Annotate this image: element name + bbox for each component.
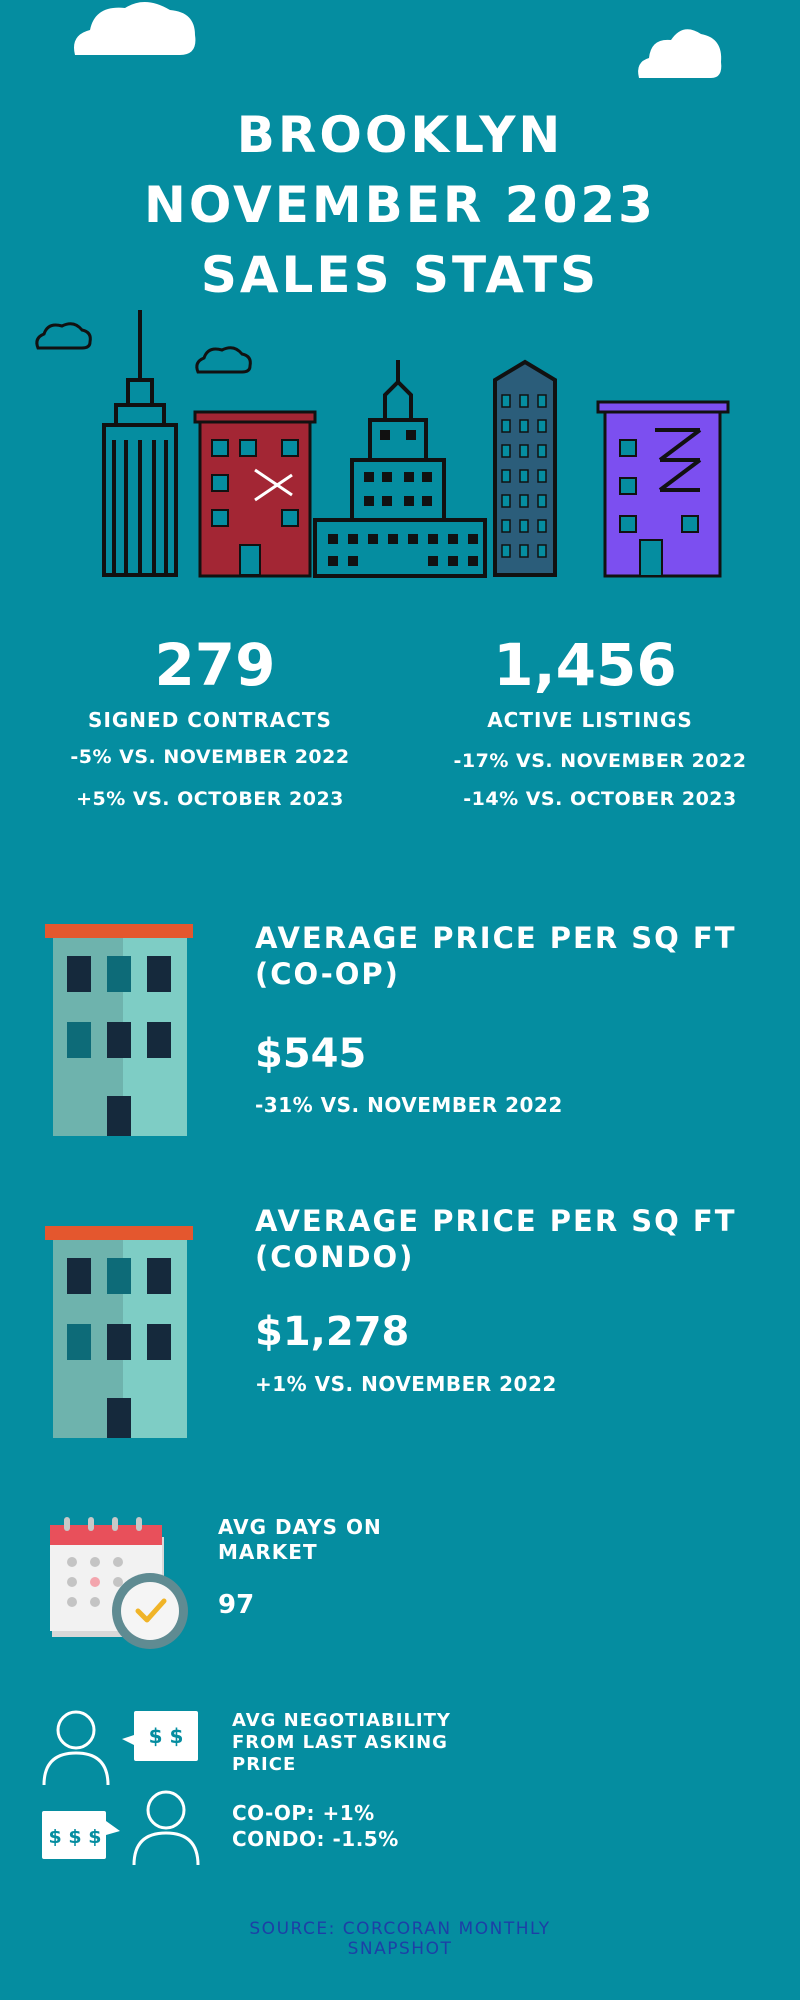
- page-title-line-3: SALES STATS: [200, 246, 600, 304]
- negotiability-coop: CO-OP: +1%: [232, 1801, 375, 1825]
- dollar-bubble-bottom: $ $ $: [48, 1826, 102, 1848]
- price-negotiation-icon: [42, 1710, 200, 1866]
- page-title-line-1: BROOKLYN: [236, 106, 564, 164]
- outline-cloud-icon: [35, 322, 92, 350]
- days-on-market-title-line-1: AVG DAYS ON: [218, 1515, 382, 1539]
- source-line-1: SOURCE: CORCORAN MONTHLY: [249, 1919, 551, 1939]
- signed-contracts-vs-last-month: +5% VS. OCTOBER 2023: [76, 788, 344, 810]
- source-line-2: SNAPSHOT: [347, 1939, 453, 1959]
- outline-cloud-icon: [195, 346, 252, 374]
- signed-contracts-vs-last-year: -5% VS. NOVEMBER 2022: [70, 746, 350, 768]
- condo-price-value: $1,278: [255, 1309, 410, 1355]
- red-apartment-building: [193, 410, 317, 578]
- coop-price-value: $545: [255, 1031, 367, 1077]
- negotiability-title-line-2: FROM LAST ASKING: [232, 1732, 448, 1753]
- signed-contracts-label: SIGNED CONTRACTS: [88, 708, 332, 732]
- coop-price-title-line-1: AVERAGE PRICE PER SQ FT: [255, 921, 737, 955]
- calendar-clock-icon: [50, 1517, 188, 1649]
- active-listings-value: 1,456: [493, 631, 677, 699]
- active-listings-vs-last-month: -14% VS. OCTOBER 2023: [463, 788, 737, 810]
- days-on-market-value: 97: [218, 1590, 255, 1620]
- negotiability-condo: CONDO: -1.5%: [232, 1827, 399, 1851]
- purple-apartment-building: [596, 400, 730, 578]
- cloud-icon: [638, 29, 722, 78]
- coop-price-change: -31% VS. NOVEMBER 2022: [255, 1093, 563, 1117]
- flatiron-building: [493, 359, 557, 577]
- condo-price-title-line-1: AVERAGE PRICE PER SQ FT: [255, 1204, 737, 1238]
- brooklyn-skyline-illustration: [35, 310, 730, 578]
- condo-price-title-line-2: (CONDO): [255, 1240, 415, 1274]
- page-title-line-2: NOVEMBER 2023: [144, 176, 656, 234]
- active-listings-label: ACTIVE LISTINGS: [487, 708, 693, 732]
- days-on-market-title-line-2: MARKET: [218, 1540, 318, 1564]
- teal-art-deco-building: [313, 360, 487, 578]
- empire-state-tower: [102, 310, 178, 577]
- dollar-bubble-top: $ $: [148, 1724, 184, 1748]
- condo-price-change: +1% VS. NOVEMBER 2022: [255, 1372, 557, 1396]
- office-building-icon: [45, 1226, 193, 1438]
- coop-price-title-line-2: (CO-OP): [255, 957, 400, 991]
- office-building-icon: [45, 924, 193, 1136]
- negotiability-title-line-3: PRICE: [232, 1754, 297, 1775]
- signed-contracts-value: 279: [154, 631, 276, 699]
- active-listings-vs-last-year: -17% VS. NOVEMBER 2022: [453, 750, 747, 772]
- negotiability-title-line-1: AVG NEGOTIABILITY: [232, 1710, 451, 1731]
- cloud-icon: [74, 1, 196, 55]
